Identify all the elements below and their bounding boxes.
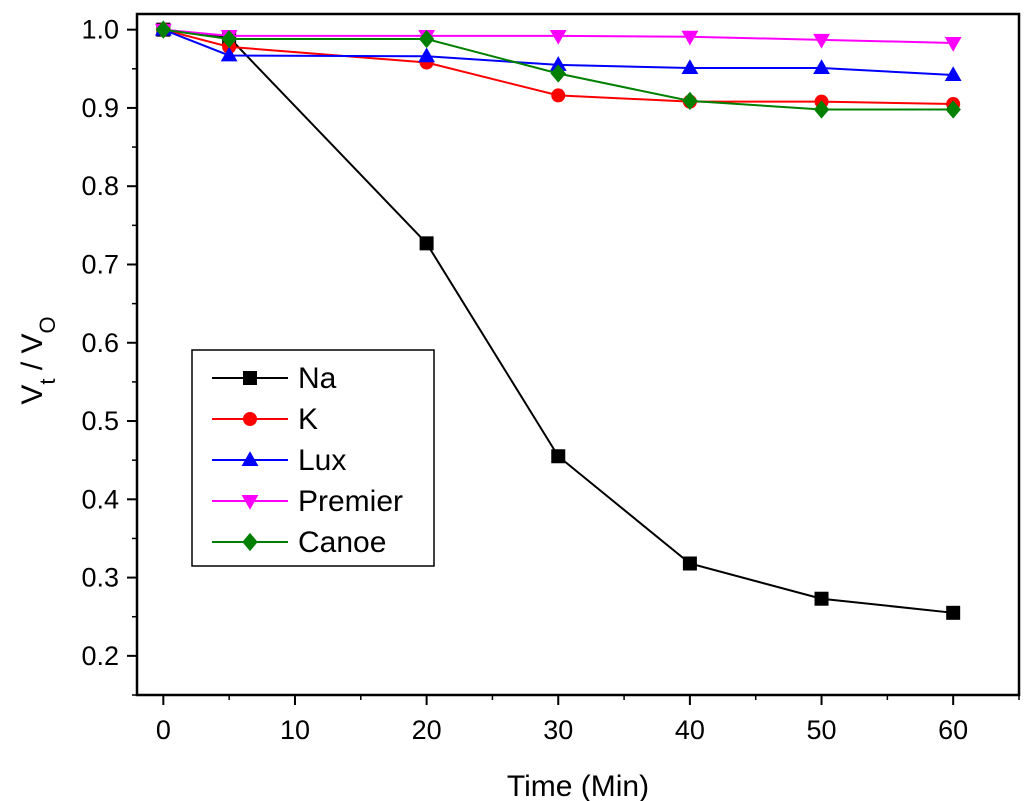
y-axis-title-subscript-o: O <box>35 316 60 333</box>
data-point-na <box>946 605 961 620</box>
legend-label-canoe: Canoe <box>298 526 386 559</box>
legend-marker-k <box>243 412 257 426</box>
legend-label-lux: Lux <box>298 444 346 477</box>
data-point-premier <box>813 33 830 49</box>
data-point-lux <box>418 47 436 63</box>
legend-label-k: K <box>298 403 318 436</box>
data-point-lux <box>549 56 567 71</box>
y-tick-label: 0.6 <box>81 328 119 358</box>
x-tick-label: 30 <box>543 715 573 745</box>
y-axis-title-slash-v: / V <box>16 333 49 378</box>
data-point-na <box>814 591 829 606</box>
data-point-canoe <box>418 29 435 49</box>
data-point-premier <box>549 29 567 45</box>
data-point-premier <box>681 30 699 46</box>
x-tick-label: 50 <box>807 715 837 745</box>
plot-frame <box>135 12 1021 697</box>
data-point-na <box>551 449 566 464</box>
y-tick-label: 0.2 <box>81 641 119 671</box>
x-axis-ticks: 0 10 20 30 40 50 60 <box>156 695 1020 745</box>
data-point-lux <box>944 66 962 82</box>
x-tick-label: 20 <box>412 715 442 745</box>
axes: 0 10 20 30 40 50 60 0.2 0.3 0.4 0.5 0.6 0.7 0.8 0.9 1.… <box>81 12 1021 745</box>
y-tick-label: 0.4 <box>81 484 119 514</box>
legend-marker-lux <box>241 451 259 466</box>
y-axis-ticks: 0.2 0.3 0.4 0.5 0.6 0.7 0.8 0.9 1.0 <box>81 15 137 696</box>
y-axis-title-subscript-t: t <box>35 379 60 385</box>
legend-item-lux: Lux <box>212 444 346 477</box>
legend-item-premier: Premier <box>212 485 403 518</box>
legend-marker-na <box>243 371 257 385</box>
data-point-lux <box>681 59 699 74</box>
x-tick-label: 10 <box>280 715 310 745</box>
data-point-canoe <box>813 100 830 119</box>
data-point-na <box>419 236 434 251</box>
x-tick-label: 40 <box>675 715 705 745</box>
legend-marker-canoe <box>242 532 258 552</box>
data-point-k <box>551 88 566 103</box>
y-tick-label: 1.0 <box>81 15 119 45</box>
legend-item-na: Na <box>212 362 337 395</box>
x-tick-label: 60 <box>938 715 968 745</box>
legend-item-canoe: Canoe <box>212 526 386 559</box>
y-axis-title: Vt / VO <box>16 316 60 404</box>
y-axis-title-v: V <box>16 385 49 405</box>
legend: Na K Lux Premier Canoe <box>191 349 435 567</box>
y-tick-label: 0.9 <box>81 93 119 123</box>
legend-label-na: Na <box>298 362 337 395</box>
y-tick-label: 0.5 <box>81 406 119 436</box>
data-point-canoe <box>682 91 698 110</box>
data-point-canoe <box>155 20 172 39</box>
data-point-na <box>682 556 697 571</box>
data-point-lux <box>813 59 830 74</box>
y-tick-label: 0.3 <box>81 563 119 593</box>
legend-box <box>191 349 435 567</box>
data-point-canoe <box>221 29 237 49</box>
data-point-premier <box>944 37 962 52</box>
x-axis-title: Time (Min) <box>507 770 649 801</box>
data-point-canoe <box>945 100 961 119</box>
y-tick-label: 0.7 <box>81 249 119 279</box>
legend-marker-premier <box>241 495 259 510</box>
x-tick-label: 0 <box>156 715 171 745</box>
data-point-canoe <box>550 64 566 83</box>
data-point-lux <box>220 46 238 62</box>
y-tick-label: 0.8 <box>81 171 119 201</box>
legend-item-k: K <box>212 403 318 436</box>
series-layer <box>154 20 962 620</box>
legend-label-premier: Premier <box>298 485 403 518</box>
series-canoe <box>155 20 961 119</box>
